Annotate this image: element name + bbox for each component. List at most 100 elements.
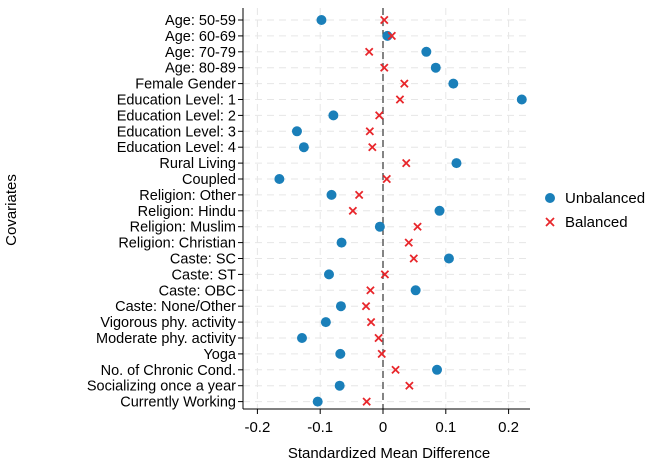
y-tick-label: Education Level: 3 bbox=[117, 124, 236, 140]
balanced-point bbox=[366, 317, 376, 327]
unbalanced-point bbox=[421, 46, 432, 57]
balanced-point bbox=[348, 206, 358, 216]
y-tick-label: Religion: Christian bbox=[118, 236, 236, 252]
y-tick-label: Age: 70-79 bbox=[165, 45, 236, 61]
balanced-point-stroke bbox=[404, 238, 413, 247]
unbalanced-point bbox=[335, 348, 346, 359]
balanced-point bbox=[405, 381, 414, 390]
y-tick-label: Caste: ST bbox=[172, 267, 237, 283]
unbalanced-point bbox=[432, 364, 443, 375]
balanced-point-stroke bbox=[377, 349, 386, 359]
unbalanced-point bbox=[335, 301, 346, 312]
marker-layer bbox=[274, 15, 527, 407]
unbalanced-point bbox=[374, 221, 385, 232]
y-tick-label: Education Level: 4 bbox=[117, 140, 236, 156]
unbalanced-point bbox=[443, 253, 454, 264]
balanced-point bbox=[354, 190, 364, 200]
y-tick-label: Caste: OBC bbox=[159, 283, 236, 299]
balanced-point-stroke bbox=[365, 127, 375, 136]
y-tick-label: Vigorous phy. activity bbox=[100, 315, 236, 331]
balanced-point-stroke bbox=[395, 95, 405, 104]
y-tick-label: Socializing once a year bbox=[87, 379, 236, 395]
y-tick-label: Currently Working bbox=[120, 395, 236, 411]
y-tick-label: Religion: Other bbox=[139, 188, 236, 204]
x-tick-label: 0.1 bbox=[435, 419, 456, 436]
balanced-point-stroke bbox=[380, 270, 390, 279]
x-axis-label: Standardized Mean Difference bbox=[288, 445, 490, 462]
balanced-point bbox=[365, 127, 375, 136]
unbalanced-point bbox=[320, 317, 331, 328]
unbalanced-point bbox=[334, 380, 345, 391]
unbalanced-point bbox=[298, 142, 309, 153]
unbalanced-point bbox=[274, 174, 285, 184]
balanced-point bbox=[401, 158, 411, 168]
balanced-point bbox=[368, 142, 377, 152]
balanced-point bbox=[382, 174, 392, 184]
balanced-point bbox=[404, 238, 413, 247]
unbalanced-point bbox=[323, 269, 334, 280]
x-tick-label: -0.2 bbox=[244, 419, 270, 436]
grid-layer bbox=[243, 8, 530, 409]
balanced-point-stroke bbox=[380, 15, 389, 25]
unbalanced-point bbox=[296, 333, 307, 343]
balanced-point bbox=[413, 222, 422, 231]
y-tick-label: Female Gender bbox=[135, 77, 236, 93]
balanced-point-stroke bbox=[374, 111, 384, 120]
balanced-point bbox=[400, 79, 409, 88]
legend-balanced-label: Balanced bbox=[565, 214, 628, 231]
y-tick-label: Religion: Muslim bbox=[130, 220, 236, 236]
y-tick-label: Education Level: 1 bbox=[117, 93, 236, 109]
y-tick-label: Age: 50-59 bbox=[165, 13, 236, 29]
balanced-point bbox=[377, 349, 386, 359]
balanced-point-stroke bbox=[413, 222, 422, 231]
y-tick-label: Caste: SC bbox=[170, 252, 236, 268]
y-tick-label: No. of Chronic Cond. bbox=[101, 363, 236, 379]
unbalanced-point bbox=[434, 205, 445, 216]
unbalanced-point bbox=[316, 15, 327, 25]
balanced-point-stroke bbox=[391, 365, 400, 375]
balanced-point-stroke bbox=[380, 63, 389, 72]
unbalanced-point bbox=[291, 126, 302, 137]
balanced-point-stroke bbox=[409, 254, 419, 263]
balanced-point bbox=[361, 301, 371, 311]
unbalanced-point bbox=[326, 189, 337, 200]
balanced-point-stroke bbox=[366, 286, 375, 295]
balanced-point bbox=[391, 365, 400, 375]
unbalanced-point bbox=[336, 237, 347, 248]
unbalanced-point bbox=[516, 94, 527, 105]
y-axis-label: Covariates bbox=[3, 174, 20, 246]
balanced-point-stroke bbox=[368, 142, 377, 152]
balanced-point-stroke bbox=[362, 397, 371, 406]
balanced-point bbox=[374, 333, 383, 343]
legend-unbalanced-marker bbox=[545, 193, 555, 203]
x-tick-label: -0.1 bbox=[307, 419, 333, 436]
y-tick-label: Coupled bbox=[182, 172, 236, 188]
balanced-point-stroke bbox=[401, 158, 411, 168]
unbalanced-point bbox=[410, 285, 421, 296]
legend-unbalanced-label: Unbalanced bbox=[565, 190, 645, 207]
legend: Unbalanced Balanced bbox=[545, 190, 645, 231]
balanced-point-stroke bbox=[405, 381, 414, 390]
y-tick-label: Age: 80-89 bbox=[165, 61, 236, 77]
y-tick-label: Caste: None/Other bbox=[115, 299, 236, 315]
y-tick-label: Rural Living bbox=[159, 156, 236, 172]
balanced-point bbox=[380, 15, 389, 25]
axis-layer bbox=[242, 8, 530, 410]
balanced-point bbox=[366, 286, 375, 295]
unbalanced-point bbox=[448, 78, 459, 89]
balanced-point-stroke bbox=[364, 47, 374, 57]
y-tick-label: Yoga bbox=[203, 347, 236, 363]
balanced-point bbox=[364, 47, 374, 57]
balanced-point-stroke bbox=[366, 317, 376, 327]
balanced-point-stroke bbox=[354, 190, 364, 200]
y-tick-label: Religion: Hindu bbox=[138, 204, 236, 220]
balanced-point-stroke bbox=[400, 79, 409, 88]
balanced-point bbox=[362, 397, 371, 406]
unbalanced-point bbox=[312, 396, 323, 407]
balanced-point-stroke bbox=[374, 333, 383, 343]
balanced-point bbox=[387, 31, 397, 41]
balanced-point bbox=[380, 63, 389, 72]
x-tick-labels: -0.2 -0.1 0 0.1 0.2 bbox=[244, 409, 519, 436]
